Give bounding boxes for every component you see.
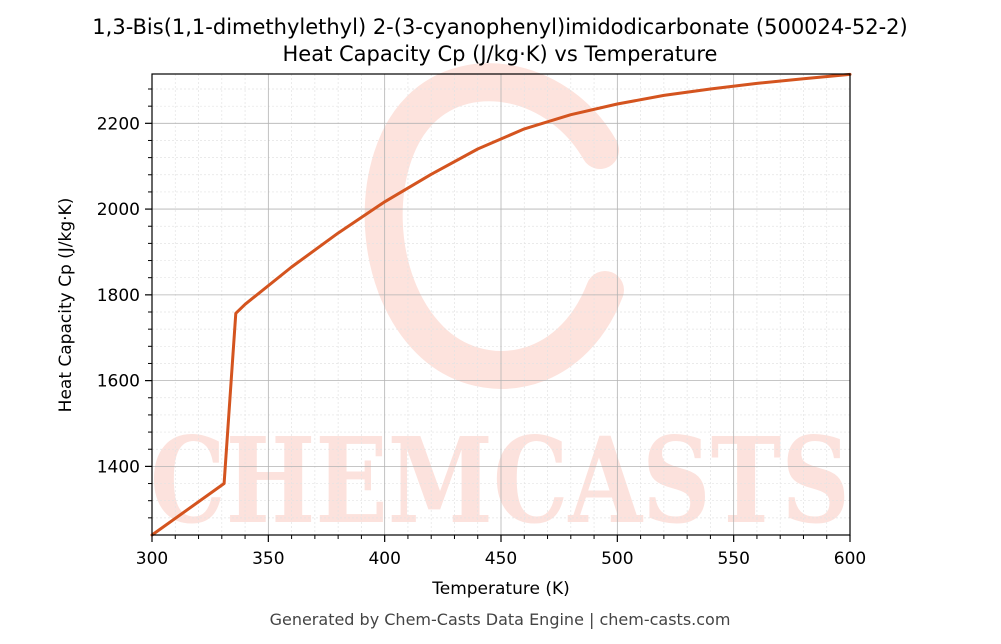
x-tick-label: 300 [136,549,168,569]
x-tick-label: 550 [717,549,749,569]
heat-capacity-line [150,72,852,537]
chart-title-line1: 1,3-Bis(1,1-dimethylethyl) 2-(3-cyanophe… [92,15,907,39]
y-tick-label: 2200 [97,114,140,134]
y-tick-label: 1400 [97,457,140,477]
y-axis-label: Heat Capacity Cp (J/kg·K) [56,198,76,413]
chart-title-line2: Heat Capacity Cp (J/kg·K) vs Temperature [283,42,718,66]
x-tick-label: 350 [252,549,284,569]
y-tick-label: 1800 [97,286,140,306]
y-tick-label: 1600 [97,372,140,392]
y-tick-label: 2000 [97,200,140,220]
footer-credit: Generated by Chem-Casts Data Engine | ch… [270,610,731,629]
x-tick-label: 450 [485,549,517,569]
y-axis: 1400 1600 1800 2000 2200 [97,88,152,519]
x-axis: 300 350 400 450 500 550 600 [136,535,866,569]
watermark-logo-swirl [364,63,624,389]
x-tick-label: 500 [601,549,633,569]
series-layer [150,72,852,537]
chemcasts-watermark: CHEMCASTS [150,63,850,550]
x-axis-label: Temperature (K) [431,579,570,599]
x-tick-label: 400 [368,549,400,569]
x-tick-label: 600 [834,549,866,569]
